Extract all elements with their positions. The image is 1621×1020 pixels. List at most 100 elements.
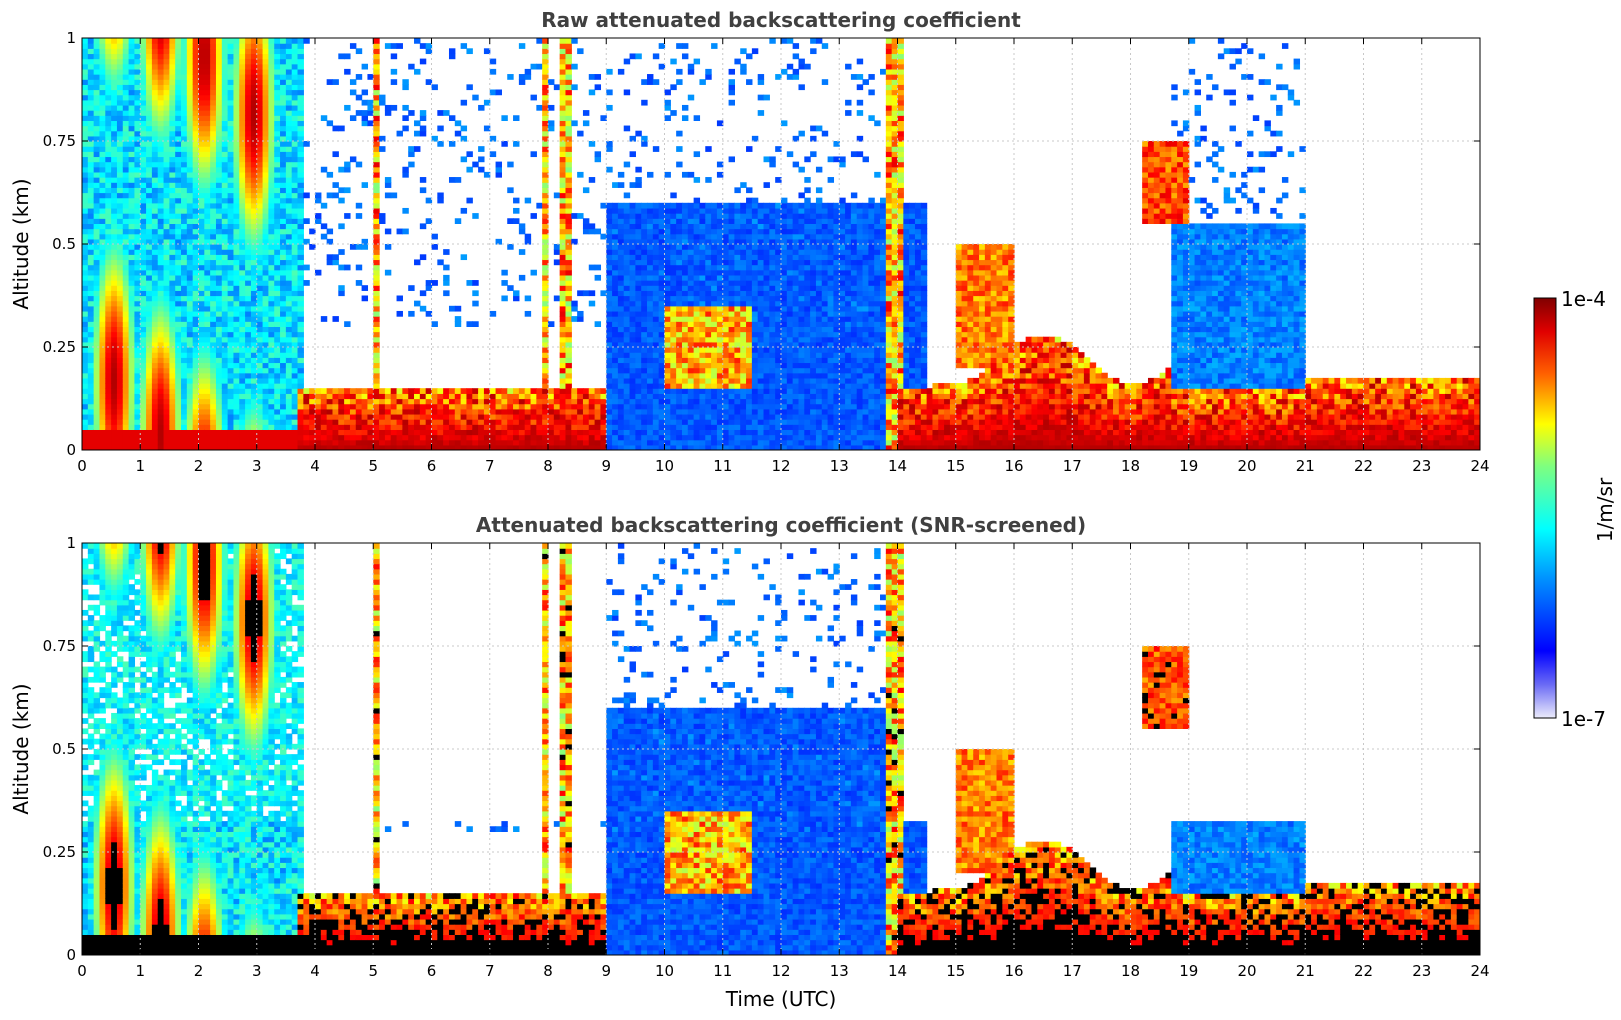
heatmap-cell: [116, 424, 124, 430]
heatmap-cell: [285, 84, 293, 91]
heatmap-cell: [681, 336, 689, 343]
heatmap-cell: [687, 429, 695, 436]
heatmap-cell: [245, 280, 252, 286]
heatmap-cell: [93, 341, 101, 348]
heatmap-cell: [140, 398, 147, 405]
heatmap-cell: [128, 233, 136, 240]
heatmap-cell: [373, 383, 380, 389]
heatmap-cell: [425, 398, 433, 405]
heatmap-cell: [122, 79, 130, 85]
heatmap-cell: [291, 274, 299, 281]
heatmap-cell: [157, 444, 165, 450]
heatmap-cell: [262, 68, 269, 75]
heatmap-cell: [221, 228, 229, 235]
heatmap-cell: [262, 38, 269, 44]
heatmap-cell: [116, 259, 124, 266]
heatmap-cell: [431, 444, 438, 450]
heatmap-cell: [140, 218, 147, 224]
heatmap-cell: [111, 171, 118, 178]
heatmap-cell: [303, 424, 310, 430]
heatmap-cell: [146, 146, 153, 152]
heatmap-cell: [344, 53, 351, 60]
heatmap-cell: [134, 305, 141, 312]
heatmap-cell: [285, 300, 293, 307]
heatmap-cell: [192, 254, 200, 261]
heatmap-cell: [105, 419, 112, 425]
heatmap-cell: [175, 331, 182, 338]
heatmap-cell: [250, 120, 258, 127]
heatmap-cell: [245, 125, 252, 132]
heatmap-cell: [227, 331, 235, 338]
heatmap-cell: [105, 403, 112, 410]
heatmap-cell: [553, 413, 561, 420]
heatmap-cell: [559, 419, 567, 425]
heatmap-cell: [204, 151, 211, 158]
heatmap-cell: [192, 362, 200, 369]
heatmap-cell: [122, 68, 130, 75]
heatmap-cell: [507, 187, 514, 194]
heatmap-cell: [134, 213, 141, 219]
heatmap-cell: [559, 362, 567, 369]
heatmap-cell: [268, 357, 275, 364]
heatmap-cell: [425, 434, 433, 441]
heatmap-cell: [495, 398, 502, 405]
heatmap-cell: [93, 94, 101, 101]
heatmap-cell: [128, 99, 136, 106]
heatmap-cell: [408, 419, 415, 425]
heatmap-cell: [157, 58, 165, 65]
heatmap-cell: [355, 424, 363, 430]
heatmap-cell: [204, 99, 211, 106]
heatmap-cell: [297, 48, 304, 55]
heatmap-cell: [652, 218, 660, 224]
heatmap-cell: [262, 166, 269, 173]
heatmap-cell: [157, 388, 165, 394]
heatmap-cell: [99, 197, 106, 204]
heatmap-cell: [151, 429, 159, 436]
heatmap-cell: [128, 429, 136, 436]
heatmap-cell: [157, 285, 165, 291]
heatmap-cell: [285, 264, 293, 271]
heatmap-cell: [175, 321, 182, 327]
heatmap-cell: [99, 383, 106, 389]
heatmap-cell: [454, 321, 462, 327]
heatmap-cell: [612, 290, 619, 297]
heatmap-cell: [402, 403, 409, 410]
heatmap-cell: [82, 290, 89, 297]
heatmap-cell: [163, 336, 170, 343]
heatmap-cell: [151, 295, 159, 302]
heatmap-cell: [419, 398, 427, 405]
heatmap-cell: [210, 43, 217, 49]
heatmap-cell: [157, 79, 165, 85]
heatmap-cell: [82, 38, 89, 44]
heatmap-cell: [559, 84, 567, 91]
heatmap-cell: [146, 388, 153, 394]
heatmap-cell: [99, 89, 106, 96]
heatmap-cell: [82, 434, 89, 441]
heatmap-cell: [82, 166, 89, 173]
heatmap-cell: [647, 249, 654, 255]
heatmap-cell: [233, 99, 240, 106]
heatmap-cell: [256, 223, 264, 230]
heatmap-cell: [140, 362, 147, 369]
heatmap-cell: [140, 161, 147, 168]
heatmap-cell: [571, 398, 578, 405]
heatmap-cell: [198, 383, 205, 389]
heatmap-cell: [198, 187, 205, 194]
heatmap-cell: [676, 331, 683, 338]
heatmap-cell: [250, 68, 258, 75]
heatmap-cell: [151, 84, 159, 91]
heatmap-cell: [652, 295, 660, 302]
heatmap-cell: [128, 244, 136, 250]
heatmap-cell: [670, 331, 677, 338]
heatmap-cell: [157, 249, 165, 255]
heatmap-cell: [87, 228, 95, 235]
heatmap-cell: [157, 48, 165, 55]
heatmap-cell: [454, 393, 462, 400]
heatmap-cell: [280, 439, 287, 446]
heatmap-cell: [349, 408, 357, 415]
heatmap-cell: [419, 125, 427, 132]
heatmap-cell: [681, 290, 689, 297]
heatmap-cell: [291, 74, 299, 80]
heatmap-cell: [291, 393, 299, 400]
heatmap-cell: [128, 367, 136, 374]
